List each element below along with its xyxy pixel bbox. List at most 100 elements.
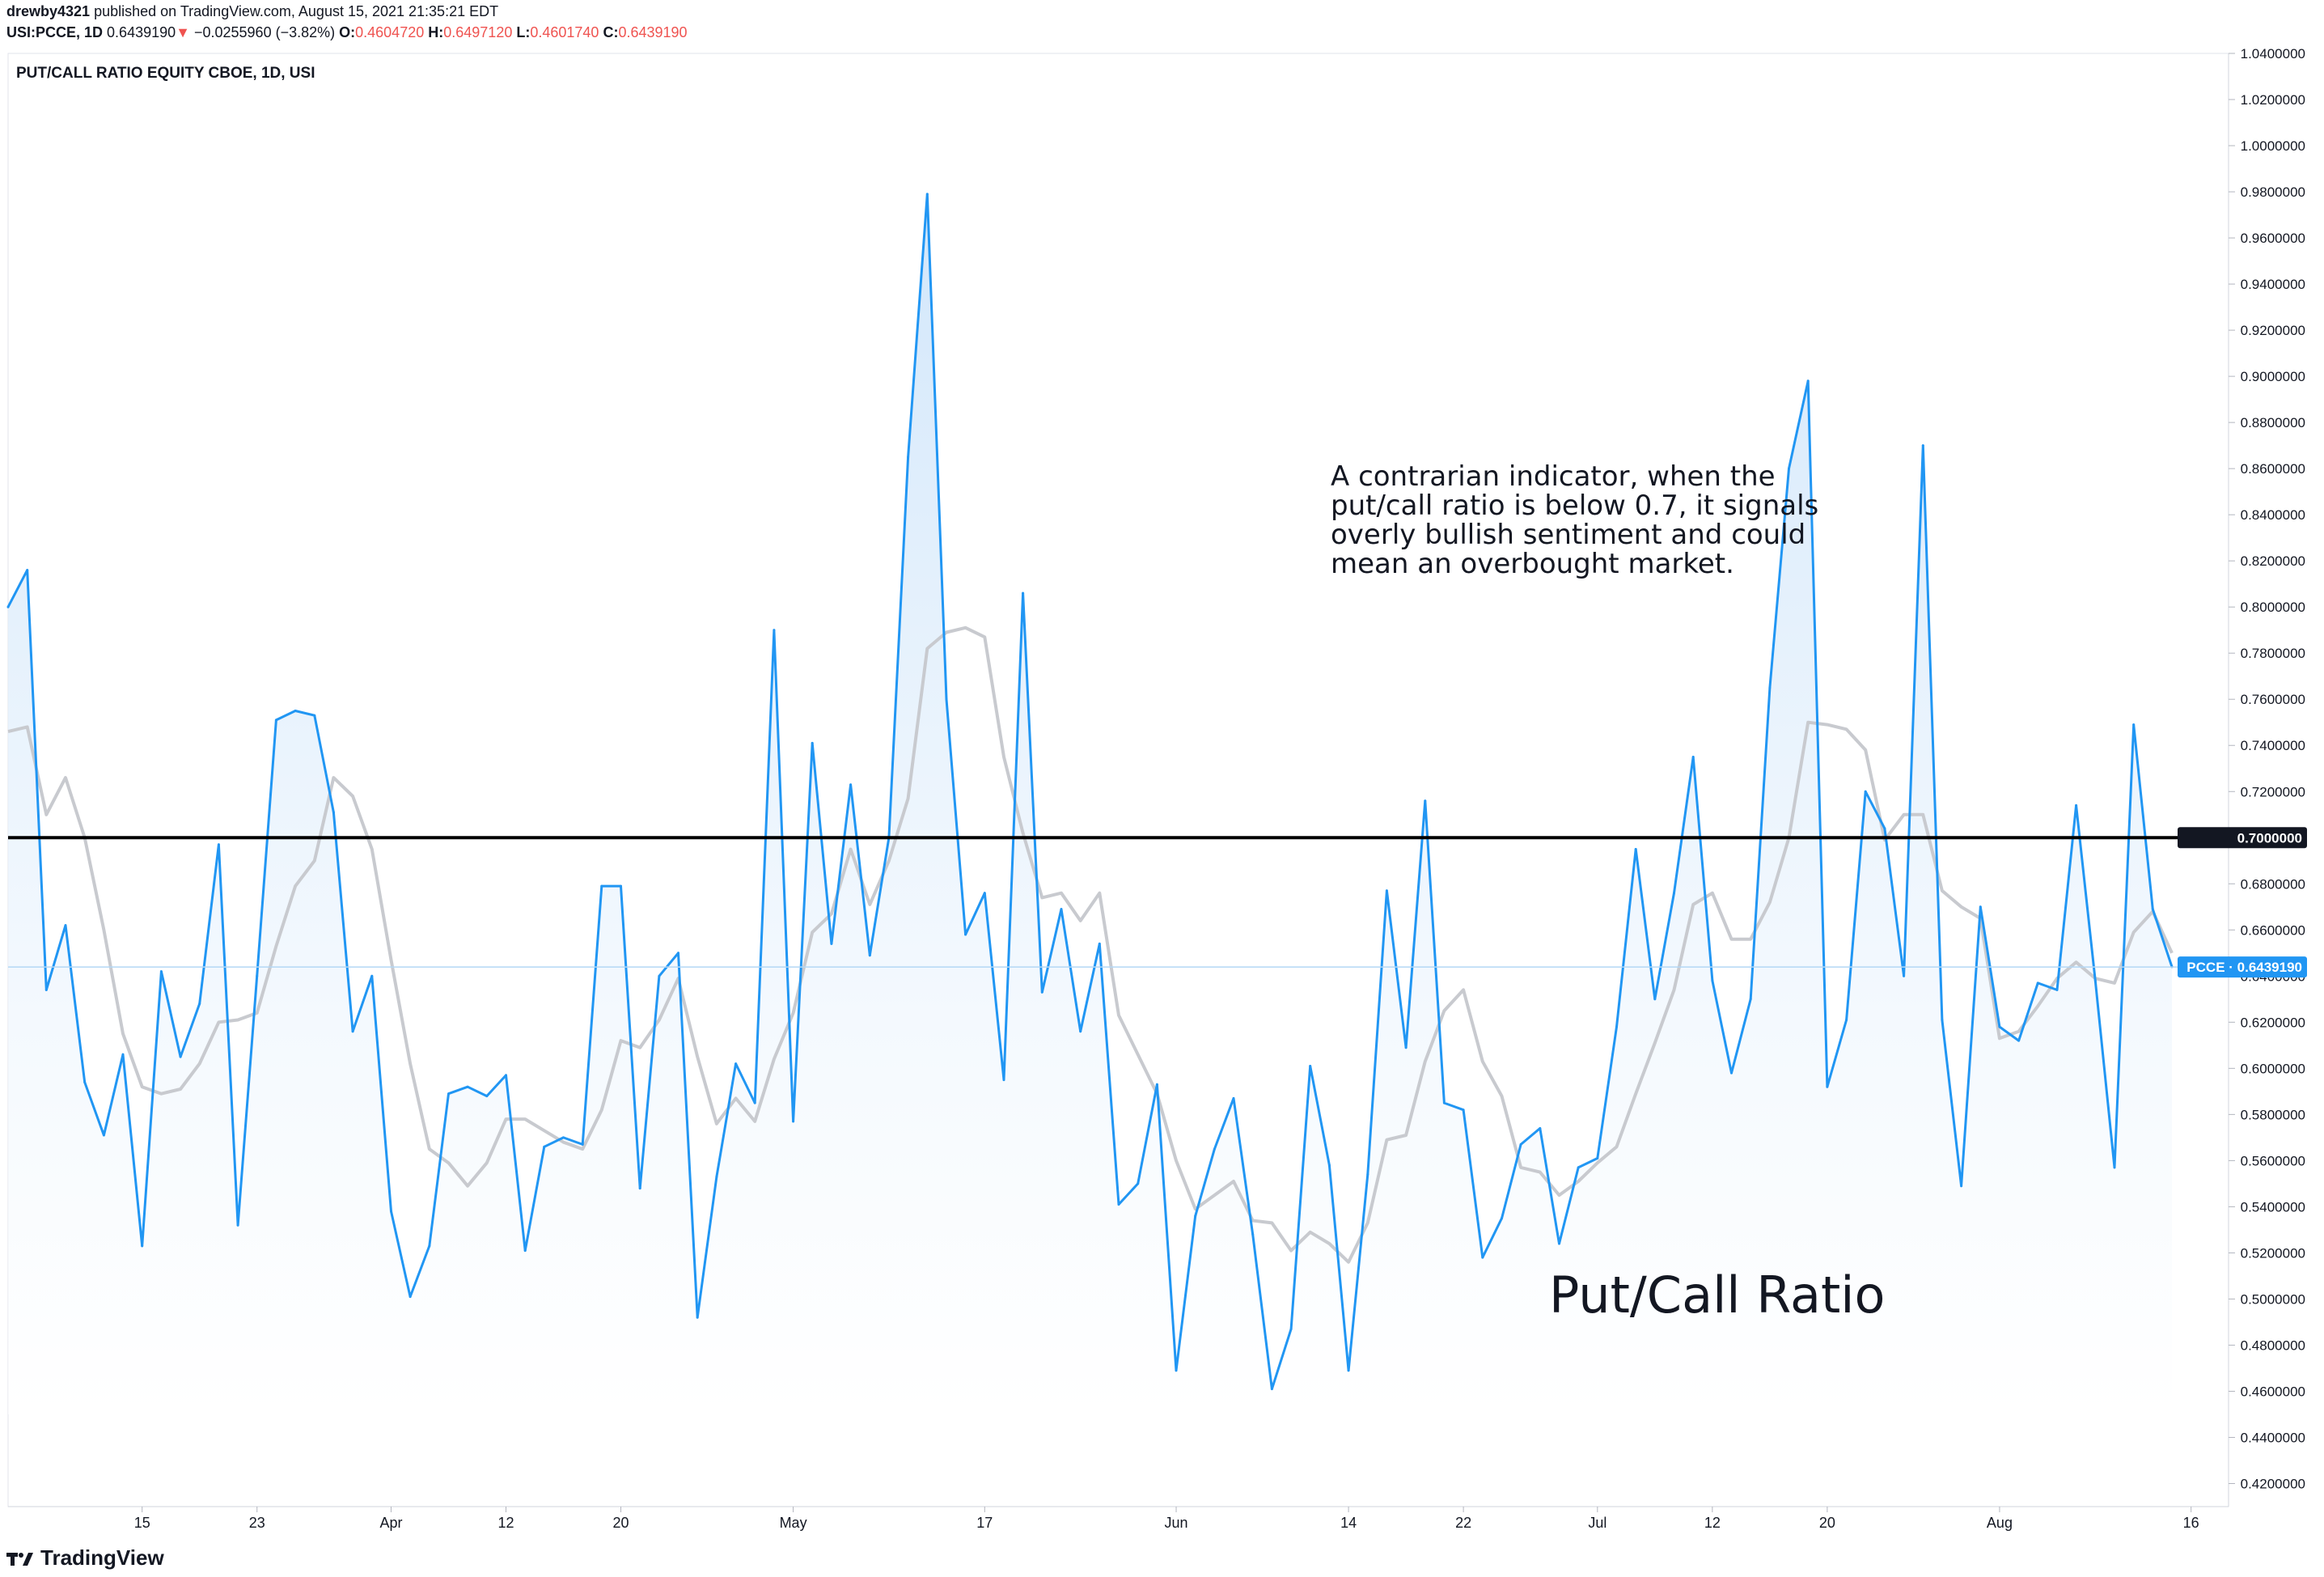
data-point [121, 1053, 125, 1056]
data-point [1175, 1369, 1178, 1372]
data-point [1442, 1101, 1446, 1104]
data-point [715, 1175, 718, 1178]
last-price-label-bg [2178, 956, 2307, 978]
data-point [773, 629, 776, 632]
symbol-label: USI:PCCE, 1D [6, 24, 104, 40]
y-tick-label: 0.4600000 [2241, 1384, 2305, 1399]
data-point [159, 970, 163, 973]
x-tick-label: 12 [1704, 1515, 1721, 1531]
last-price-label: PCCE · 0.6439190 [2186, 960, 2302, 975]
author-name[interactable]: drewby4321 [6, 3, 91, 19]
data-point [332, 811, 335, 814]
high-label: H: [428, 24, 444, 40]
data-point [1232, 1096, 1235, 1100]
data-point [64, 924, 67, 927]
x-tick-label: 20 [1819, 1515, 1835, 1531]
data-point [1251, 1233, 1255, 1236]
data-point [1501, 1217, 1503, 1220]
x-tick-label: 15 [134, 1515, 150, 1531]
x-tick-label: Jun [1165, 1515, 1188, 1531]
data-point [1117, 1203, 1120, 1206]
data-point [830, 942, 833, 945]
data-point [792, 1120, 795, 1123]
data-point [811, 741, 814, 744]
data-point [1691, 756, 1695, 758]
annotation-chart-label: Put/Call Ratio [1549, 1265, 1885, 1325]
tradingview-logo-icon [6, 1552, 33, 1566]
data-point [102, 1134, 105, 1137]
x-tick-label: Apr [379, 1515, 402, 1531]
threshold-price-label: 0.7000000 [2237, 830, 2302, 846]
y-tick-label: 0.4800000 [2241, 1337, 2305, 1353]
close-label: C: [603, 24, 619, 40]
data-point [447, 1092, 450, 1096]
x-tick-label: Aug [1987, 1515, 2013, 1531]
y-tick-label: 0.9600000 [2241, 231, 2305, 246]
data-point [2093, 979, 2097, 982]
data-point [1060, 908, 1063, 911]
data-point [179, 1055, 182, 1058]
data-point [543, 1145, 546, 1148]
data-point [256, 974, 259, 977]
data-point [1098, 942, 1101, 945]
price-change: −0.0255960 (−3.82%) [193, 24, 336, 40]
y-tick-label: 0.8800000 [2241, 415, 2305, 430]
data-point [1366, 1173, 1369, 1176]
data-point [1558, 1242, 1560, 1245]
x-tick-label: Jul [1588, 1515, 1606, 1531]
y-tick-label: 0.8200000 [2241, 553, 2305, 569]
publish-info: drewby4321 published on TradingView.com,… [6, 3, 498, 20]
low-value: 0.4601740 [530, 24, 599, 40]
x-tick-label: 22 [1455, 1515, 1471, 1531]
data-point [1711, 979, 1714, 982]
data-point [2055, 988, 2059, 991]
x-tick-label: 16 [2183, 1515, 2199, 1531]
data-point [1347, 1369, 1350, 1372]
y-tick-label: 0.5200000 [2241, 1245, 2305, 1261]
data-point [1327, 1164, 1331, 1167]
data-point [390, 1210, 392, 1213]
data-point [677, 952, 679, 955]
data-point [2036, 981, 2039, 985]
y-tick-label: 0.9000000 [2241, 369, 2305, 384]
ohlc-legend: USI:PCCE, 1D 0.6439190▼ −0.0255960 (−3.8… [6, 24, 688, 41]
y-tick-label: 1.0000000 [2241, 138, 2305, 154]
data-point [351, 1030, 354, 1033]
y-tick-label: 0.4400000 [2241, 1430, 2305, 1445]
y-tick-label: 0.5600000 [2241, 1153, 2305, 1168]
data-point [1289, 1328, 1293, 1330]
data-point [466, 1085, 469, 1088]
data-point [2151, 908, 2154, 911]
x-tick-label: 20 [613, 1515, 629, 1531]
data-point [370, 974, 374, 977]
data-point [1040, 990, 1043, 994]
data-point [1730, 1071, 1733, 1075]
data-point [2113, 1166, 2116, 1169]
data-point [1270, 1388, 1273, 1391]
data-point [562, 1136, 565, 1139]
data-point [1194, 1215, 1197, 1218]
y-tick-label: 0.4200000 [2241, 1476, 2305, 1491]
threshold-price-label-bg [2178, 827, 2307, 849]
data-point [1806, 379, 1810, 383]
data-point [1921, 444, 1924, 447]
data-point [198, 1003, 201, 1005]
data-point [1596, 1157, 1599, 1159]
x-tick-label: 12 [497, 1515, 514, 1531]
data-point [1845, 1019, 1848, 1021]
data-point [1960, 1185, 1963, 1188]
data-point [1002, 1079, 1005, 1082]
data-point [658, 974, 661, 977]
data-point [1539, 1127, 1542, 1130]
data-point [6, 605, 10, 608]
data-point [620, 884, 622, 888]
data-point [217, 843, 220, 846]
y-tick-label: 0.6600000 [2241, 922, 2305, 938]
tradingview-brand[interactable]: TradingView [6, 1545, 164, 1571]
annotation-note: A contrarian indicator, when the put/call… [1331, 460, 1818, 580]
y-tick-label: 0.6200000 [2241, 1015, 2305, 1030]
chart-title: PUT/CALL RATIO EQUITY CBOE, 1D, USI [16, 65, 315, 82]
data-point [1309, 1065, 1312, 1067]
data-point [1424, 799, 1427, 803]
